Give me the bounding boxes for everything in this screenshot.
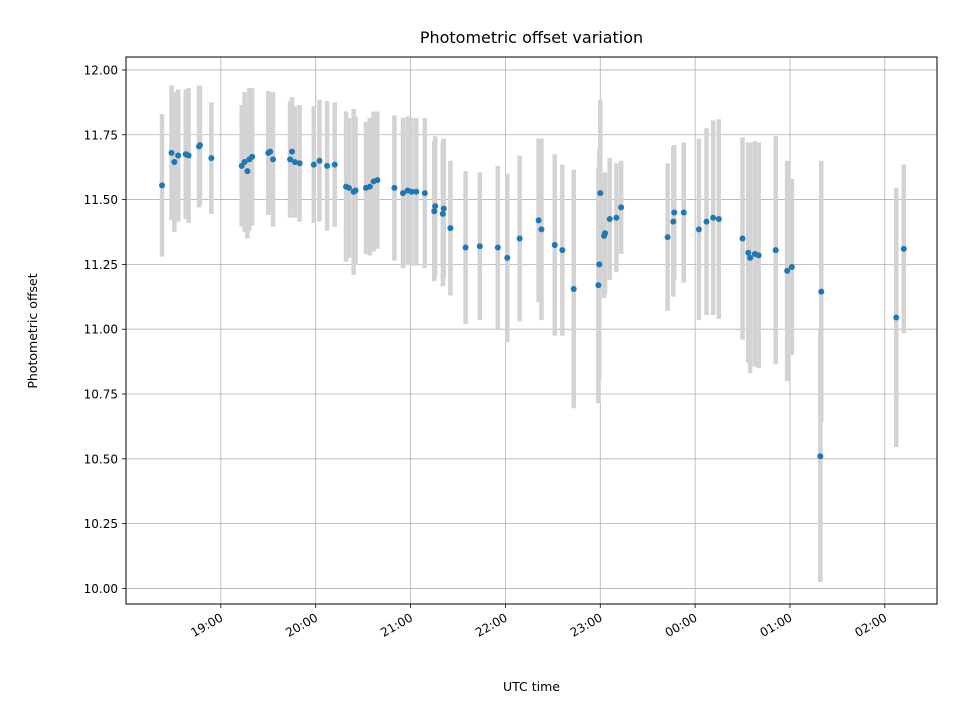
data-point (602, 230, 609, 237)
y-tick-label: 10.25 (84, 517, 118, 531)
data-point (399, 190, 406, 197)
data-point (208, 155, 215, 162)
data-point (374, 177, 381, 184)
x-axis-label: UTC time (503, 679, 560, 694)
data-point (244, 168, 251, 175)
data-point (670, 218, 677, 225)
data-point (462, 244, 469, 251)
data-point (551, 241, 558, 248)
y-tick-label: 10.50 (84, 452, 118, 466)
data-point (671, 209, 678, 216)
data-point (447, 225, 454, 232)
data-point (440, 205, 447, 212)
data-point (703, 218, 710, 225)
data-point (316, 157, 323, 164)
data-point (559, 247, 566, 254)
data-point (606, 216, 613, 223)
data-point (739, 235, 746, 242)
data-point (715, 216, 722, 223)
x-axis-ticks: 19:00 20:00 21:00 22:00 23:00 00:00 01:00 02:00 (188, 604, 889, 640)
data-point (618, 204, 625, 211)
y-axis-ticks: 10.00 10.25 10.50 10.75 11.00 11.25 11.50 11.75… (84, 63, 126, 596)
x-tick-label: 00:00 (663, 610, 700, 639)
data-point (345, 184, 352, 191)
data-point (249, 153, 256, 160)
x-tick-label: 21:00 (378, 610, 415, 639)
data-point (504, 254, 511, 261)
y-tick-label: 10.75 (84, 388, 118, 402)
data-point (680, 209, 687, 216)
data-point (516, 235, 523, 242)
data-point (413, 188, 420, 195)
y-tick-label: 10.00 (84, 582, 118, 596)
data-point (267, 148, 274, 155)
data-point (613, 214, 620, 221)
data-point (535, 217, 542, 224)
data-point (476, 243, 483, 250)
data-point (288, 148, 295, 155)
y-axis-label: Photometric offset (25, 273, 40, 388)
y-tick-label: 11.50 (84, 193, 118, 207)
x-tick-label: 01:00 (758, 610, 795, 639)
data-point (818, 288, 825, 295)
data-point (432, 203, 439, 210)
data-point (270, 156, 277, 163)
data-point (597, 190, 604, 197)
data-point (168, 149, 175, 156)
x-tick-label: 23:00 (568, 610, 605, 639)
y-tick-label: 12.00 (84, 63, 118, 77)
x-tick-label: 22:00 (473, 610, 510, 639)
data-point (196, 142, 203, 149)
x-tick-label: 20:00 (283, 610, 320, 639)
plot-frame (125, 56, 938, 605)
data-point (391, 184, 398, 191)
x-tick-label: 02:00 (852, 610, 889, 639)
data-point (439, 210, 446, 217)
data-point (494, 244, 501, 251)
data-point (431, 208, 438, 215)
data-point (175, 152, 182, 159)
x-tick-label: 19:00 (188, 610, 225, 639)
data-points (159, 142, 907, 460)
data-point (710, 214, 717, 221)
y-tick-label: 11.00 (84, 323, 118, 337)
data-point (664, 234, 671, 241)
data-point (596, 261, 603, 268)
data-point (772, 247, 779, 254)
data-point (287, 156, 294, 163)
chart-title: Photometric offset variation (420, 28, 643, 47)
data-point (570, 286, 577, 293)
data-point (893, 314, 900, 321)
data-point (595, 282, 602, 289)
data-point (185, 152, 192, 159)
data-point (171, 158, 178, 165)
data-point (695, 226, 702, 233)
data-point (900, 245, 907, 252)
data-point (788, 263, 795, 270)
y-tick-label: 11.75 (84, 128, 118, 142)
data-point (291, 158, 298, 165)
data-point (408, 188, 415, 195)
data-point (296, 160, 303, 167)
data-point (352, 187, 359, 194)
data-point (755, 252, 762, 259)
data-point (747, 254, 754, 261)
data-point (817, 453, 824, 460)
data-point (331, 161, 338, 168)
data-point (745, 249, 752, 256)
data-point (159, 182, 166, 189)
data-point (421, 190, 428, 197)
data-point (784, 267, 791, 274)
y-tick-label: 11.25 (84, 258, 118, 272)
data-point (538, 226, 545, 233)
data-point (324, 162, 331, 169)
data-point (310, 161, 317, 168)
data-point (366, 183, 373, 190)
data-point (241, 158, 248, 165)
